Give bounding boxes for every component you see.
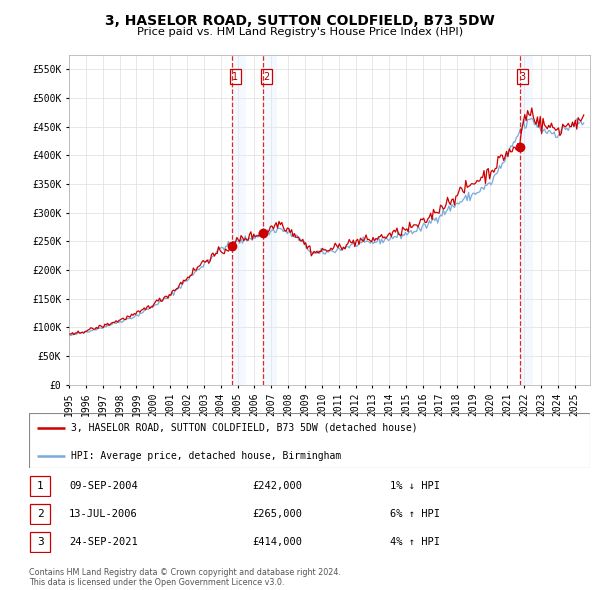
Text: 3: 3	[37, 537, 44, 547]
Bar	[232, 55, 246, 385]
Text: 13-JUL-2006: 13-JUL-2006	[69, 509, 138, 519]
Text: £265,000: £265,000	[252, 509, 302, 519]
Text: 1: 1	[232, 71, 238, 81]
Text: 1% ↓ HPI: 1% ↓ HPI	[390, 481, 440, 491]
Text: 3: 3	[520, 71, 526, 81]
Text: 3, HASELOR ROAD, SUTTON COLDFIELD, B73 5DW (detached house): 3, HASELOR ROAD, SUTTON COLDFIELD, B73 5…	[71, 423, 418, 433]
Text: 6% ↑ HPI: 6% ↑ HPI	[390, 509, 440, 519]
Text: 2: 2	[263, 71, 269, 81]
Text: Price paid vs. HM Land Registry's House Price Index (HPI): Price paid vs. HM Land Registry's House …	[137, 27, 463, 37]
Bar	[263, 55, 277, 385]
Text: £414,000: £414,000	[252, 537, 302, 547]
Text: 1: 1	[37, 481, 44, 491]
Text: 09-SEP-2004: 09-SEP-2004	[69, 481, 138, 491]
Bar	[520, 55, 533, 385]
Text: 3, HASELOR ROAD, SUTTON COLDFIELD, B73 5DW: 3, HASELOR ROAD, SUTTON COLDFIELD, B73 5…	[105, 14, 495, 28]
Text: Contains HM Land Registry data © Crown copyright and database right 2024.
This d: Contains HM Land Registry data © Crown c…	[29, 568, 341, 588]
Text: 2: 2	[37, 509, 44, 519]
Text: £242,000: £242,000	[252, 481, 302, 491]
Text: HPI: Average price, detached house, Birmingham: HPI: Average price, detached house, Birm…	[71, 451, 341, 461]
Text: 24-SEP-2021: 24-SEP-2021	[69, 537, 138, 547]
Text: 4% ↑ HPI: 4% ↑ HPI	[390, 537, 440, 547]
